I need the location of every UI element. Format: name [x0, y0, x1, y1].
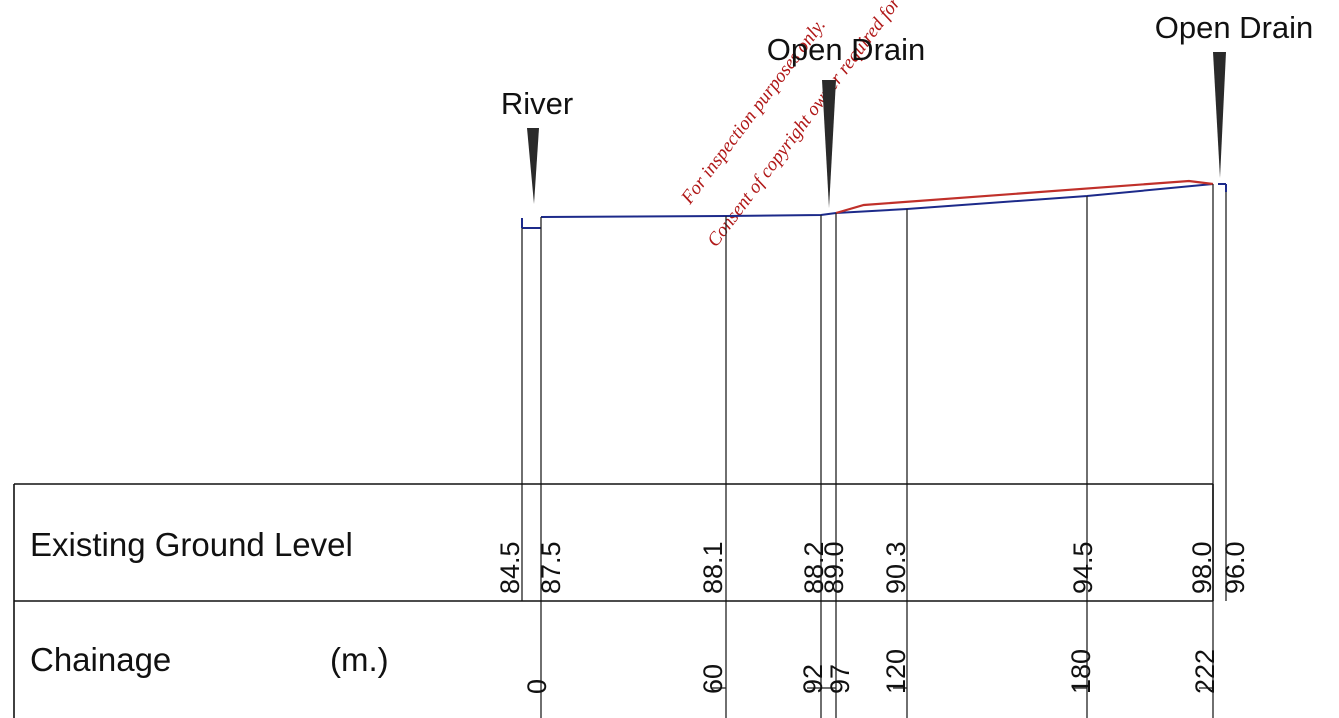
station-lines — [521, 184, 1227, 718]
chainage-value: 222 — [1190, 649, 1220, 694]
level-value: 88.1 — [698, 541, 728, 594]
feature-markers: River Open Drain Open Drain — [501, 10, 1313, 208]
feature-label-open-drain-1: Open Drain — [767, 32, 926, 67]
proposed-level-line — [835, 179, 1214, 215]
row-title-existing-ground-level: Existing Ground Level — [30, 526, 353, 563]
chainage-value: 0 — [522, 679, 552, 694]
feature-label-river: River — [501, 86, 573, 121]
chainage-value: 60 — [698, 664, 728, 694]
level-value: 94.5 — [1068, 541, 1098, 594]
chainage-value: 180 — [1066, 649, 1096, 694]
data-table — [13, 483, 1214, 718]
open-drain-marker-2-icon — [1213, 52, 1226, 178]
level-value: 84.5 — [495, 541, 525, 594]
existing-ground-line — [540, 183, 1214, 218]
level-value: 89.0 — [819, 541, 849, 594]
level-value: 98.0 — [1187, 541, 1217, 594]
river-marker-icon — [527, 128, 539, 204]
level-value: 87.5 — [536, 541, 566, 594]
river-channel — [521, 218, 541, 229]
open-drain-marker-1-icon — [822, 80, 836, 208]
level-values: 84.5 87.5 88.1 88.289.0 90.3 94.5 98.0 96.0 — [495, 541, 1250, 594]
row-title-chainage: Chainage — [30, 641, 171, 678]
level-value: 90.3 — [881, 541, 911, 594]
chainage-value: 120 — [881, 649, 911, 694]
feature-label-open-drain-2: Open Drain — [1155, 10, 1314, 45]
row-unit-chainage: (m.) — [330, 641, 389, 678]
chainage-value: 92 — [798, 664, 828, 694]
level-value: 88.2 — [799, 541, 829, 594]
level-value: 96.0 — [1220, 541, 1250, 594]
chainage-value: 97 — [825, 664, 855, 694]
end-drain-channel — [1218, 183, 1227, 192]
